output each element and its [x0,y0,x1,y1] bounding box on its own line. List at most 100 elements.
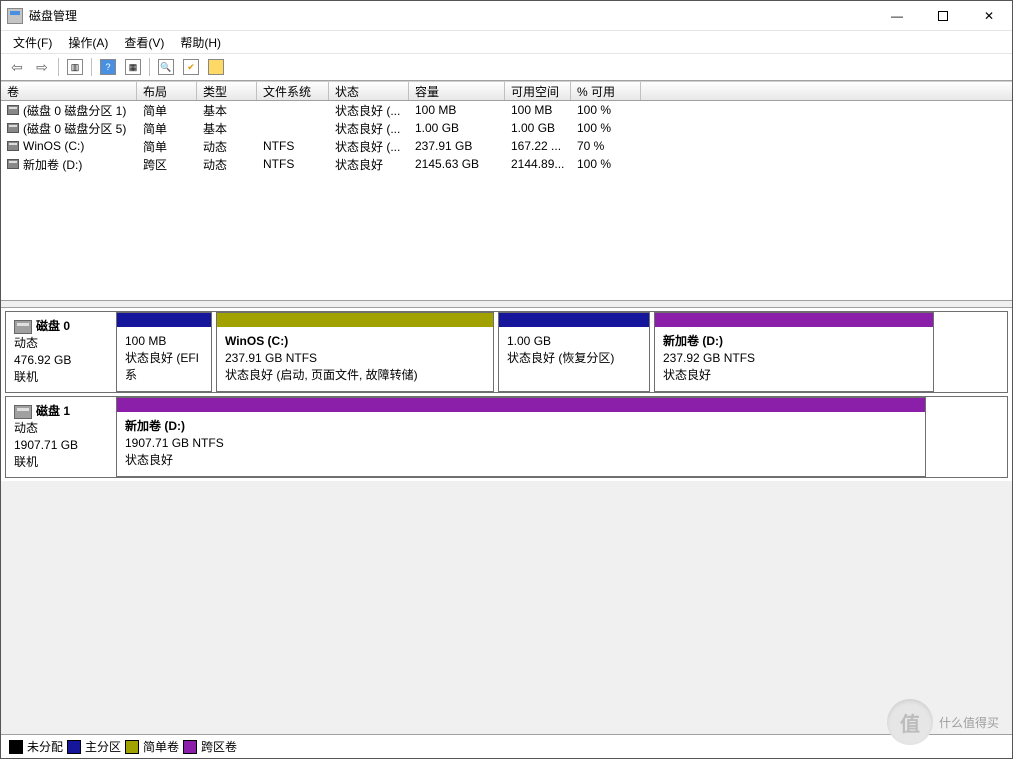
forward-button[interactable]: ⇨ [30,56,54,78]
disk-row: 磁盘 0动态476.92 GB联机100 MB状态良好 (EFI 系WinOS … [5,311,1008,393]
maximize-button[interactable] [920,1,966,30]
disk-info[interactable]: 磁盘 1动态1907.71 GB联机 [6,397,116,477]
menu-file[interactable]: 文件(F) [5,32,60,53]
partition-sub: 237.92 GB NTFS [663,350,925,367]
close-button[interactable]: ✕ [966,1,1012,30]
column-header-status[interactable]: 状态 [329,82,409,100]
volume-cell-pct: 100 % [571,103,641,117]
volume-cell-fs: NTFS [257,139,329,153]
partition-status: 状态良好 [125,452,917,469]
menu-action[interactable]: 操作(A) [60,32,116,53]
volume-icon [7,105,19,115]
partition-status: 状态良好 (恢复分区) [507,350,641,367]
partition-sub: 237.91 GB NTFS [225,350,485,367]
volume-cell-free: 2144.89... [505,157,571,171]
volume-cell-volume: 新加卷 (D:) [1,156,137,173]
minimize-button[interactable]: — [874,1,920,30]
volume-cell-layout: 简单 [137,138,197,155]
partition-title: WinOS (C:) [225,333,485,350]
volume-cell-volume: (磁盘 0 磁盘分区 1) [1,102,137,119]
partition[interactable]: 新加卷 (D:)237.92 GB NTFS状态良好 [654,312,934,392]
note-icon[interactable] [204,56,228,78]
partition-stripe [217,313,493,327]
volume-cell-type: 动态 [197,156,257,173]
volume-cell-free: 100 MB [505,103,571,117]
volume-icon [7,141,19,151]
volume-cell-pct: 100 % [571,157,641,171]
volume-row[interactable]: (磁盘 0 磁盘分区 1)简单基本状态良好 (...100 MB100 MB10… [1,101,1012,119]
volume-cell-type: 基本 [197,102,257,119]
volume-cell-capacity: 2145.63 GB [409,157,505,171]
disk-state: 联机 [14,369,108,386]
disk-name: 磁盘 0 [36,318,70,335]
volume-cell-fs: NTFS [257,157,329,171]
column-header-fs[interactable]: 文件系统 [257,82,329,100]
partition[interactable]: WinOS (C:)237.91 GB NTFS状态良好 (启动, 页面文件, … [216,312,494,392]
back-button[interactable]: ⇦ [5,56,29,78]
partition[interactable]: 1.00 GB状态良好 (恢复分区) [498,312,650,392]
volume-cell-status: 状态良好 [329,156,409,173]
view-list-icon[interactable]: ▥ [63,56,87,78]
volume-list: (磁盘 0 磁盘分区 1)简单基本状态良好 (...100 MB100 MB10… [1,101,1012,301]
volume-cell-type: 基本 [197,120,257,137]
partition[interactable]: 新加卷 (D:)1907.71 GB NTFS状态良好 [116,397,926,477]
partition-sub: 1.00 GB [507,333,641,350]
column-header-type[interactable]: 类型 [197,82,257,100]
volume-row[interactable]: WinOS (C:)简单动态NTFS状态良好 (...237.91 GB167.… [1,137,1012,155]
partition-stripe [117,398,925,412]
column-header-layout[interactable]: 布局 [137,82,197,100]
volume-cell-free: 1.00 GB [505,121,571,135]
partition-stripe [499,313,649,327]
menu-view[interactable]: 查看(V) [116,32,172,53]
column-header-free[interactable]: 可用空间 [505,82,571,100]
volume-cell-layout: 跨区 [137,156,197,173]
pane-splitter[interactable] [1,301,1012,308]
disk-icon [14,320,32,334]
partition-sub: 100 MB [125,333,203,350]
partition[interactable]: 100 MB状态良好 (EFI 系 [116,312,212,392]
partition-title: 新加卷 (D:) [125,418,917,435]
disk-icon [14,405,32,419]
toolbar: ⇦ ⇨ ▥ ? ▦ 🔍 ✔ [1,53,1012,81]
disk-map-pane: 磁盘 0动态476.92 GB联机100 MB状态良好 (EFI 系WinOS … [1,308,1012,481]
partition-body: 新加卷 (D:)237.92 GB NTFS状态良好 [655,327,933,391]
partition-stripe [117,313,211,327]
partition-body: 100 MB状态良好 (EFI 系 [117,327,211,391]
check-icon[interactable]: ✔ [179,56,203,78]
legend-swatch [183,740,197,754]
volume-icon [7,159,19,169]
volume-cell-layout: 简单 [137,102,197,119]
volume-cell-layout: 简单 [137,120,197,137]
disk-row: 磁盘 1动态1907.71 GB联机新加卷 (D:)1907.71 GB NTF… [5,396,1008,478]
partition-status: 状态良好 (EFI 系 [125,350,203,384]
legend-label: 未分配 [27,738,63,755]
grid-icon[interactable]: ▦ [121,56,145,78]
column-header-volume[interactable]: 卷 [1,82,137,100]
disk-name: 磁盘 1 [36,403,70,420]
partition-title: 新加卷 (D:) [663,333,925,350]
find-icon[interactable]: 🔍 [154,56,178,78]
volume-icon [7,123,19,133]
empty-area [1,481,1012,734]
legend-swatch [9,740,23,754]
legend-swatch [125,740,139,754]
disk-info[interactable]: 磁盘 0动态476.92 GB联机 [6,312,116,392]
disk-size: 476.92 GB [14,352,108,369]
volume-cell-type: 动态 [197,138,257,155]
volume-cell-capacity: 100 MB [409,103,505,117]
menu-help[interactable]: 帮助(H) [172,32,229,53]
volume-row[interactable]: (磁盘 0 磁盘分区 5)简单基本状态良好 (...1.00 GB1.00 GB… [1,119,1012,137]
partition-body: WinOS (C:)237.91 GB NTFS状态良好 (启动, 页面文件, … [217,327,493,391]
partition-body: 新加卷 (D:)1907.71 GB NTFS状态良好 [117,412,925,476]
partition-stripe [655,313,933,327]
column-header-capacity[interactable]: 容量 [409,82,505,100]
partition-status: 状态良好 [663,367,925,384]
help-icon[interactable]: ? [96,56,120,78]
volume-row[interactable]: 新加卷 (D:)跨区动态NTFS状态良好2145.63 GB2144.89...… [1,155,1012,173]
column-header-pct[interactable]: % 可用 [571,82,641,100]
legend-label: 跨区卷 [201,738,237,755]
disk-state: 联机 [14,454,108,471]
legend-label: 简单卷 [143,738,179,755]
volume-cell-status: 状态良好 (... [329,138,409,155]
legend-swatch [67,740,81,754]
